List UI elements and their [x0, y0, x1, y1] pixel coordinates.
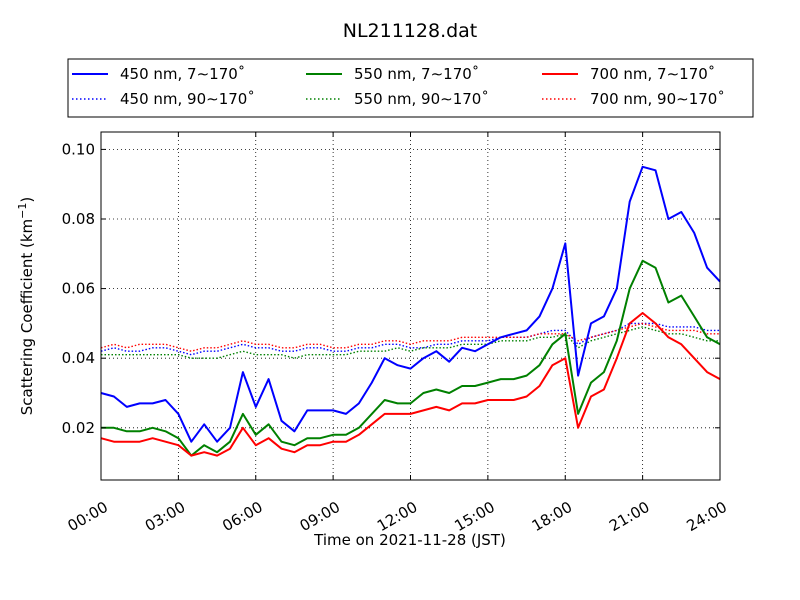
legend-label: 550 nm, 7∼170˚ [354, 65, 479, 83]
y-tick-label: 0.10 [62, 140, 95, 158]
legend-label: 700 nm, 7∼170˚ [590, 65, 715, 83]
series-line [100, 312, 721, 457]
series-line [100, 322, 720, 352]
legend: 450 nm, 7∼170˚ 550 nm, 7∼170˚ 700 nm, 7∼17… [67, 58, 754, 118]
x-axis-label: Time on 2021-11-28 (JST) [313, 531, 506, 549]
x-tick-label: 24:00 [684, 498, 730, 535]
x-tick-label: 03:00 [142, 498, 188, 535]
x-tick-label: 21:00 [606, 498, 652, 535]
y-axis-label: Scattering Coefficient (km−1) [16, 197, 36, 416]
y-tick-label: 0.06 [62, 280, 95, 298]
y-tick-label: 0.08 [62, 210, 95, 228]
plot-area: 00:00 03:00 06:00 09:00 12:00 15:00 18:00 21:00… [62, 131, 730, 535]
x-tick-label: 09:00 [297, 498, 343, 535]
x-tick-label: 18:00 [529, 498, 575, 535]
y-tick-label: 0.02 [62, 419, 95, 437]
x-tick-label: 12:00 [374, 498, 420, 535]
y-axis-label-end: ) [18, 197, 36, 203]
x-tick-label: 06:00 [219, 498, 265, 535]
legend-box [67, 58, 754, 118]
series-lines [100, 165, 721, 457]
series-line [100, 322, 720, 356]
y-axis-label-exponent: −1 [16, 203, 29, 219]
y-axis-label-main: Scattering Coefficient (km [18, 219, 36, 415]
x-tick-label: 15:00 [451, 498, 497, 535]
legend-label: 700 nm, 90∼170˚ [590, 90, 725, 108]
legend-label: 450 nm, 7∼170˚ [120, 65, 245, 83]
y-tick-label: 0.04 [62, 349, 95, 367]
legend-label: 450 nm, 90∼170˚ [120, 90, 255, 108]
series-line [100, 165, 721, 443]
chart-title: NL211128.dat [343, 20, 478, 42]
legend-label: 550 nm, 90∼170˚ [354, 90, 489, 108]
x-tick-label: 00:00 [65, 498, 111, 535]
series-line [101, 259, 721, 457]
plot-background [101, 132, 720, 480]
